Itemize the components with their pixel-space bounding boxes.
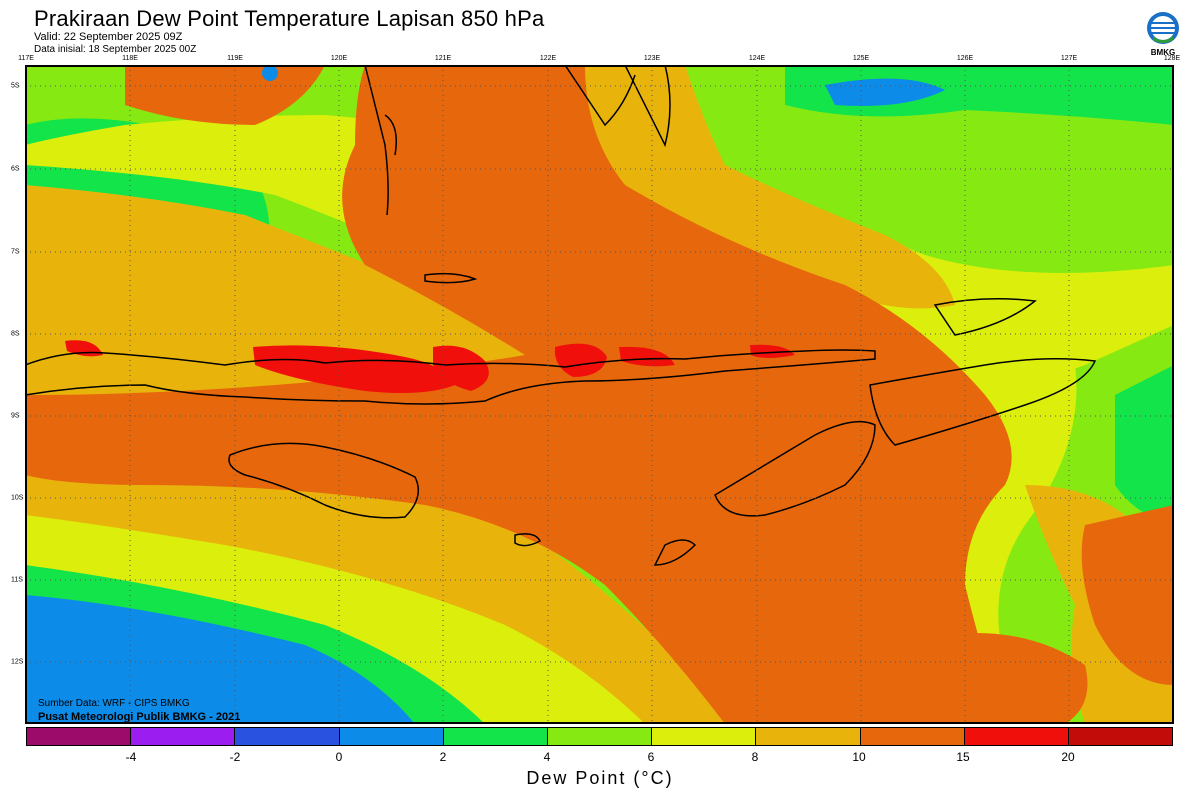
colorbar-tick: -2 xyxy=(229,750,241,764)
lon-label: 118E xyxy=(122,55,138,62)
sawu-island xyxy=(514,533,541,547)
colorbar-swatch xyxy=(339,728,444,745)
timor-leste-outline xyxy=(869,358,1097,446)
lon-label: 128E xyxy=(1163,55,1181,62)
lon-label: 121E xyxy=(434,55,452,62)
lon-label: 126E xyxy=(956,55,974,62)
field-region-15to20 xyxy=(619,346,675,367)
colorbar-tick: 6 xyxy=(647,750,655,764)
field-region-10to15 xyxy=(1081,505,1174,685)
lat-label: 10S xyxy=(11,494,24,502)
lat-label: 7S xyxy=(11,248,20,256)
lat-label: 12S xyxy=(11,658,24,666)
colorbar-swatch xyxy=(1068,728,1173,745)
colorbar-swatch xyxy=(860,728,965,745)
coastlines xyxy=(25,65,1097,566)
colorbar-tick: 10 xyxy=(852,750,866,764)
field-region-0to2 xyxy=(262,65,278,81)
field-region-15to20 xyxy=(554,343,607,377)
colorbar-tick: 15 xyxy=(956,750,970,764)
colorbar-swatch xyxy=(131,728,236,745)
lat-label: 5S xyxy=(11,82,20,90)
lon-label: 119E xyxy=(227,55,243,62)
lat-label: 11S xyxy=(11,576,23,584)
lon-label: 122E xyxy=(539,55,557,62)
buton-coast xyxy=(564,65,636,127)
colorbar-tick: 4 xyxy=(543,750,551,764)
lat-label: 6S xyxy=(11,165,20,173)
colorbar-swatch xyxy=(756,728,861,745)
lesser-sunda-islands xyxy=(25,349,876,405)
field-region-15to20 xyxy=(750,344,795,358)
init-time: Data inisial: 18 September 2025 00Z xyxy=(34,44,197,55)
colorbar-swatch xyxy=(964,728,1069,745)
islands-coast xyxy=(624,65,671,148)
colorbar-swatch xyxy=(27,728,132,745)
map-title: Prakiraan Dew Point Temperature Lapisan … xyxy=(34,6,545,31)
field-region-0to2 xyxy=(825,78,945,106)
colorbar xyxy=(26,727,1173,746)
colorbar-swatch xyxy=(235,728,340,745)
colorbar-tick: 0 xyxy=(335,750,343,764)
organization-text: Pusat Meteorologi Publik BMKG - 2021 xyxy=(38,711,241,723)
lat-label: 9S xyxy=(11,412,20,420)
bmkg-logo-text: BMKG xyxy=(1151,48,1175,57)
field-region-15to20 xyxy=(433,345,489,391)
lon-label: 123E xyxy=(643,55,661,62)
field-region-10to15 xyxy=(945,633,1088,724)
colorbar-tick: 2 xyxy=(439,750,447,764)
selayar-island xyxy=(424,272,478,284)
field-region-4to6 xyxy=(1115,365,1174,525)
colorbar-tick: 8 xyxy=(751,750,759,764)
dew-point-map xyxy=(25,65,1174,724)
lon-label: 120E xyxy=(330,55,348,62)
colorbar-swatch xyxy=(652,728,757,745)
field-region-15to20 xyxy=(253,345,455,393)
bmkg-logo: BMKG xyxy=(1143,10,1183,58)
sulawesi-coast xyxy=(364,65,397,216)
valid-time: Valid: 22 September 2025 09Z xyxy=(34,31,183,43)
field-region-8to10 xyxy=(585,65,955,309)
colorbar-tick: -4 xyxy=(125,750,137,764)
sumba-island xyxy=(228,442,420,519)
field-region-10to15 xyxy=(25,65,1012,724)
lon-label: 127E xyxy=(1060,55,1078,62)
rote-island xyxy=(653,539,697,566)
lon-label: 117E xyxy=(18,55,34,62)
lon-label: 125E xyxy=(852,55,870,62)
lat-label: 8S xyxy=(11,330,20,338)
field-region-10to15 xyxy=(125,65,325,125)
field-region-0to2 xyxy=(25,595,415,724)
colorbar-swatch xyxy=(443,728,548,745)
colorbar-swatch xyxy=(547,728,653,745)
colorbar-label: Dew Point (°C) xyxy=(526,768,674,788)
colorbar-tick: 20 xyxy=(1061,750,1075,764)
timor-island xyxy=(714,420,876,517)
map-frame xyxy=(25,65,1174,724)
data-source-text: Sumber Data: WRF - CIPS BMKG xyxy=(38,698,190,709)
lon-label: 124E xyxy=(748,55,766,62)
bmkg-logo-icon: BMKG xyxy=(1147,12,1179,57)
